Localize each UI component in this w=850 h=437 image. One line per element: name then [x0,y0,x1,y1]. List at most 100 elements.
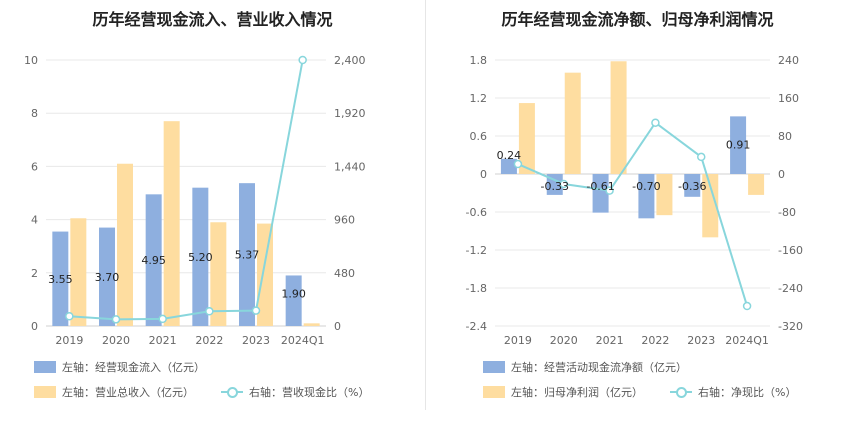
y-left-tick-label: 1.8 [470,54,488,67]
blue-bar [592,174,609,213]
y-right-tick-label: 960 [334,214,355,227]
ratio-line-point [513,159,523,169]
legend-line-marker-icon [670,386,692,398]
x-tick-label: 2024Q1 [725,334,769,347]
yellow-bar [656,174,673,216]
blue-bar [52,231,69,326]
y-left-tick-label: 10 [24,54,38,67]
blue-bar [285,275,302,326]
yellow-bar [610,61,627,175]
ratio-line-point [605,186,614,195]
left-legend-item-revenue[interactable]: 左轴：营业总收入（亿元） [34,384,194,400]
data-label: 0.91 [726,138,751,151]
yellow-bar [303,323,320,326]
yellow-bar [518,103,535,174]
yellow-bar [163,121,180,327]
legend-label: 右轴：营收现金比（%） [249,386,370,399]
right-legend-item-profit[interactable]: 左轴：归母净利润（亿元） [483,384,643,400]
y-left-tick-label: 0 [480,168,487,181]
right-chart-title: 历年经营现金流净额、归母净利润情况 [501,10,774,29]
yellow-bar [564,72,581,174]
ratio-line-point [205,307,214,316]
legend-label: 左轴：经营活动现金流净额（亿元） [511,361,687,374]
legend-label: 左轴：经营现金流入（亿元） [62,361,205,374]
y-right-tick-label: 2,400 [334,54,366,67]
ratio-line-point [158,314,167,324]
y-left-tick-label: 4 [31,214,38,227]
left-chart-title: 历年经营现金流入、营业收入情况 [92,10,333,29]
y-right-tick-label: 1,440 [334,160,366,173]
x-tick-label: 2019 [55,334,83,347]
data-label: 3.55 [48,273,73,286]
y-right-tick-label: -160 [778,244,803,257]
left-chart-panel: 历年经营现金流入、营业收入情况 0 2 4 6 8 10 0 480 960 1,440 1,920… [24,10,369,400]
y-left-tick-label: 1.2 [470,92,488,105]
right-chart-panel: 历年经营现金流净额、归母净利润情况 -2.4 -1.8 -1.2 -0.6 0 0.6 1.… [425,0,850,437]
blue-bar [192,187,209,326]
y-right-tick-label: 480 [334,267,355,280]
data-label: 0.24 [497,149,522,162]
data-label: 1.90 [281,287,306,300]
y-right-tick-label: 1,920 [334,107,366,120]
ratio-line-point [742,301,752,311]
blue-bar [500,158,517,174]
legend-swatch-blue [483,361,505,373]
data-label: 3.70 [95,271,120,284]
y-left-tick-label: -0.6 [466,206,487,219]
left-legend-item-inflow[interactable]: 左轴：经营现金流入（亿元） [34,359,205,375]
data-label: -0.36 [678,180,706,193]
blue-bar [145,194,162,326]
x-tick-label: 2021 [149,334,177,347]
legend-label: 左轴：归母净利润（亿元） [511,386,643,399]
y-left-tick-label: 0 [31,320,38,333]
data-label: -0.70 [632,180,660,193]
yellow-bar [748,174,765,195]
legend-line-marker-icon [221,386,243,398]
ratio-line-point [697,152,706,162]
ratio-line-point [251,306,261,315]
ratio-line-point [111,315,121,324]
yellow-bar [210,222,227,326]
yellow-bar [117,163,133,326]
ratio-line-point [65,311,74,321]
right-chart-plot: -2.4 -1.8 -1.2 -0.6 0 0.6 1.2 1.8 -320 -240 -160 -8… [466,54,803,347]
y-right-tick-label: 160 [778,92,799,105]
y-left-tick-label: 8 [31,107,38,120]
blue-bar [99,227,115,326]
y-right-tick-label: -80 [778,206,796,219]
right-legend-item-ratio[interactable]: 右轴：净现比（%） [670,384,796,400]
yellow-bar [257,223,273,326]
x-tick-label: 2021 [596,334,624,347]
data-label: -0.33 [541,180,569,193]
x-tick-label: 2024Q1 [281,334,325,347]
y-left-tick-label: -2.4 [466,320,487,333]
data-label: 5.20 [188,251,213,264]
legend-swatch-blue [34,361,56,373]
y-left-tick-label: -1.2 [466,244,487,257]
legend-label: 右轴：净现比（%） [698,386,797,399]
legend-label: 左轴：营业总收入（亿元） [62,386,194,399]
panel-divider [425,0,426,410]
y-right-tick-label: 240 [778,54,799,67]
left-chart-plot: 0 2 4 6 8 10 0 480 960 1,440 1,920 2,400 2019 2020 202… [24,54,366,347]
data-label: -0.61 [586,180,614,193]
data-label: 4.95 [141,254,166,267]
y-left-tick-label: 2 [31,267,38,280]
x-tick-label: 2022 [195,334,223,347]
left-legend-item-ratio[interactable]: 右轴：营收现金比（%） [221,384,369,400]
ratio-line [69,59,304,321]
blue-bar [638,174,655,219]
yellow-bar [702,174,719,238]
y-right-tick-label: 0 [334,320,341,333]
right-legend-item-netflow[interactable]: 左轴：经营活动现金流净额（亿元） [483,359,687,375]
x-tick-label: 2023 [242,334,270,347]
ratio-line [517,121,749,307]
x-tick-label: 2020 [102,334,130,347]
y-right-tick-label: -320 [778,320,803,333]
y-left-tick-label: 0.6 [470,130,488,143]
ratio-line-point [651,118,660,127]
legend-swatch-yellow [34,386,56,398]
blue-bar [239,183,255,326]
x-tick-label: 2023 [687,334,715,347]
y-right-tick-label: 0 [778,168,785,181]
